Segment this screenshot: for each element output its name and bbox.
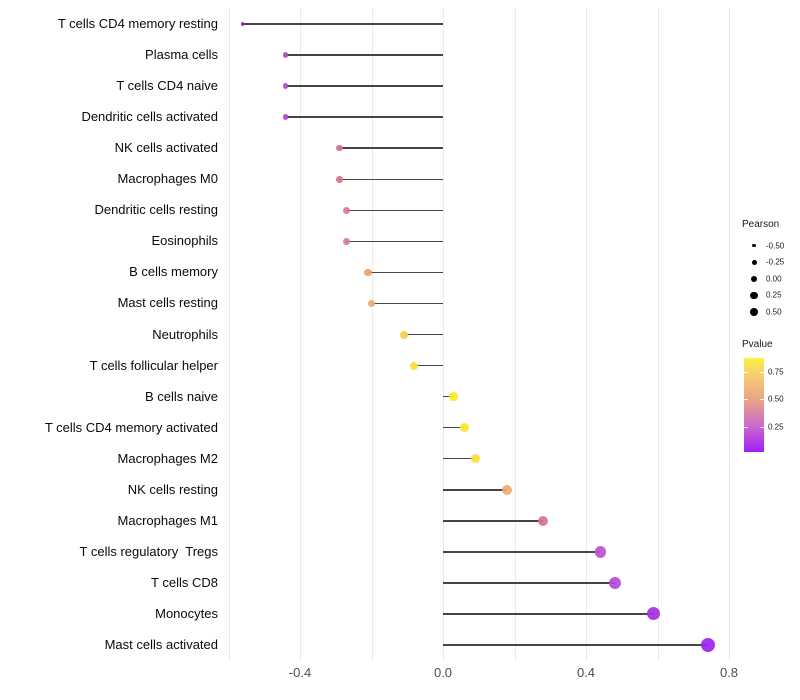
lollipop-dot xyxy=(282,83,289,89)
lollipop-dot xyxy=(342,237,350,245)
lollipop-stem xyxy=(443,582,615,584)
gridline xyxy=(228,8,230,661)
lollipop-stem xyxy=(443,613,654,615)
lollipop-stem xyxy=(339,178,443,180)
lollipop-dot xyxy=(367,299,376,308)
y-axis-label: Plasma cells xyxy=(145,47,218,63)
y-axis-label: Neutrophils xyxy=(152,326,218,342)
lollipop-dot xyxy=(336,144,343,152)
lollipop-stem xyxy=(443,551,601,553)
y-axis-label: NK cells activated xyxy=(114,140,218,156)
lollipop-stem xyxy=(346,209,443,212)
lollipop-stem xyxy=(346,240,443,243)
pearson-size-legend-title: Pearson xyxy=(742,219,780,230)
lollipop-dot xyxy=(537,515,549,527)
y-axis-label: Mast cells activated xyxy=(104,637,218,652)
gridline xyxy=(657,8,659,661)
lollipop-dot xyxy=(282,114,289,120)
lollipop-stem xyxy=(403,333,443,336)
lollipop-stem xyxy=(285,116,443,118)
x-tick-label: -0.4 xyxy=(288,665,312,680)
y-axis-label: B cells memory xyxy=(129,264,218,280)
legend-size-label: 0.25 xyxy=(766,290,782,300)
pvalue-tick-label: 0.25 xyxy=(768,422,784,432)
legend-size-label: 0.00 xyxy=(766,274,782,284)
lollipop-dot xyxy=(241,22,245,26)
x-tick-label: 0.0 xyxy=(433,665,453,680)
y-axis-label: Monocytes xyxy=(155,605,218,621)
gridline xyxy=(371,8,373,661)
lollipop-stem xyxy=(371,302,443,305)
x-tick-label: 0.8 xyxy=(719,665,739,680)
legend-size-dot xyxy=(750,275,758,282)
lollipop-dot xyxy=(700,638,715,652)
y-axis-label: NK cells resting xyxy=(127,481,218,497)
lollipop-dot xyxy=(470,454,480,464)
lollipop-stem xyxy=(339,147,443,149)
lollipop-dot xyxy=(399,330,408,339)
gridline xyxy=(514,8,516,661)
lollipop-dot xyxy=(594,546,607,558)
legend-size-dot xyxy=(751,259,757,265)
pvalue-tick-label: 0.75 xyxy=(768,367,784,377)
gridline xyxy=(586,8,587,661)
pvalue-bar-tick-mark xyxy=(744,372,748,374)
legend-size-dot xyxy=(752,243,756,248)
y-axis-label: T cells follicular helper xyxy=(89,357,218,373)
legend-size-dot xyxy=(750,307,758,316)
lollipop-dot xyxy=(282,52,289,58)
lollipop-stem xyxy=(443,520,544,522)
y-axis-label: T cells CD8 xyxy=(151,574,218,590)
gridline xyxy=(729,8,730,661)
y-axis-label: B cells naive xyxy=(145,388,218,404)
y-axis-label: Macrophages M2 xyxy=(117,450,218,466)
y-axis-label: T cells CD4 memory activated xyxy=(44,419,218,435)
lollipop-stem xyxy=(285,54,443,56)
lollipop-dot xyxy=(502,484,513,495)
pvalue-gradient-bar xyxy=(744,358,764,452)
lollipop-stem xyxy=(414,364,443,367)
lollipop-dot xyxy=(449,392,459,401)
y-axis-label: T cells regulatory Tregs xyxy=(79,543,218,559)
legend-size-label: -0.25 xyxy=(766,257,785,267)
y-axis-label: Mast cells resting xyxy=(117,295,218,311)
y-axis-label: Dendritic cells resting xyxy=(94,202,218,218)
lollipop-dot xyxy=(608,576,621,589)
y-axis-label: Macrophages M1 xyxy=(117,512,218,528)
lollipop-stem xyxy=(443,395,454,398)
pvalue-bar-tick-mark xyxy=(760,399,764,401)
pvalue-tick-label: 0.50 xyxy=(768,394,784,404)
legend-size-label: -0.50 xyxy=(766,241,785,250)
lollipop-dot xyxy=(336,176,343,183)
lollipop-stem xyxy=(285,85,443,87)
y-axis-label: Macrophages M0 xyxy=(117,171,218,187)
legend-size-dot xyxy=(750,291,758,299)
lollipop-stem xyxy=(443,644,708,646)
lollipop-stem xyxy=(242,23,443,25)
pvalue-bar-tick-mark xyxy=(760,426,764,428)
lollipop-dot xyxy=(342,206,350,214)
y-axis-label: Dendritic cells activated xyxy=(81,109,218,125)
lollipop-stem xyxy=(443,489,508,491)
gridline xyxy=(443,8,444,661)
lollipop-dot xyxy=(410,361,419,370)
lollipop-dot xyxy=(647,607,661,621)
pvalue-bar-tick-mark xyxy=(744,399,748,401)
pvalue-color-legend-title: Pvalue xyxy=(742,339,773,350)
pvalue-bar-tick-mark xyxy=(760,372,764,374)
gridline xyxy=(300,8,301,661)
legend-size-label: 0.50 xyxy=(766,307,782,317)
y-axis-label: T cells CD4 naive xyxy=(116,78,218,94)
lollipop-stem xyxy=(367,271,443,274)
x-tick-label: 0.4 xyxy=(576,665,596,680)
y-axis-label: Eosinophils xyxy=(151,233,219,249)
lollipop-dot xyxy=(364,268,372,277)
lollipop-stem xyxy=(443,457,476,460)
lollipop-stem xyxy=(443,426,465,429)
pvalue-bar-tick-mark xyxy=(744,426,748,428)
lollipop-dot xyxy=(459,423,469,433)
y-axis-label: T cells CD4 memory resting xyxy=(57,16,218,31)
